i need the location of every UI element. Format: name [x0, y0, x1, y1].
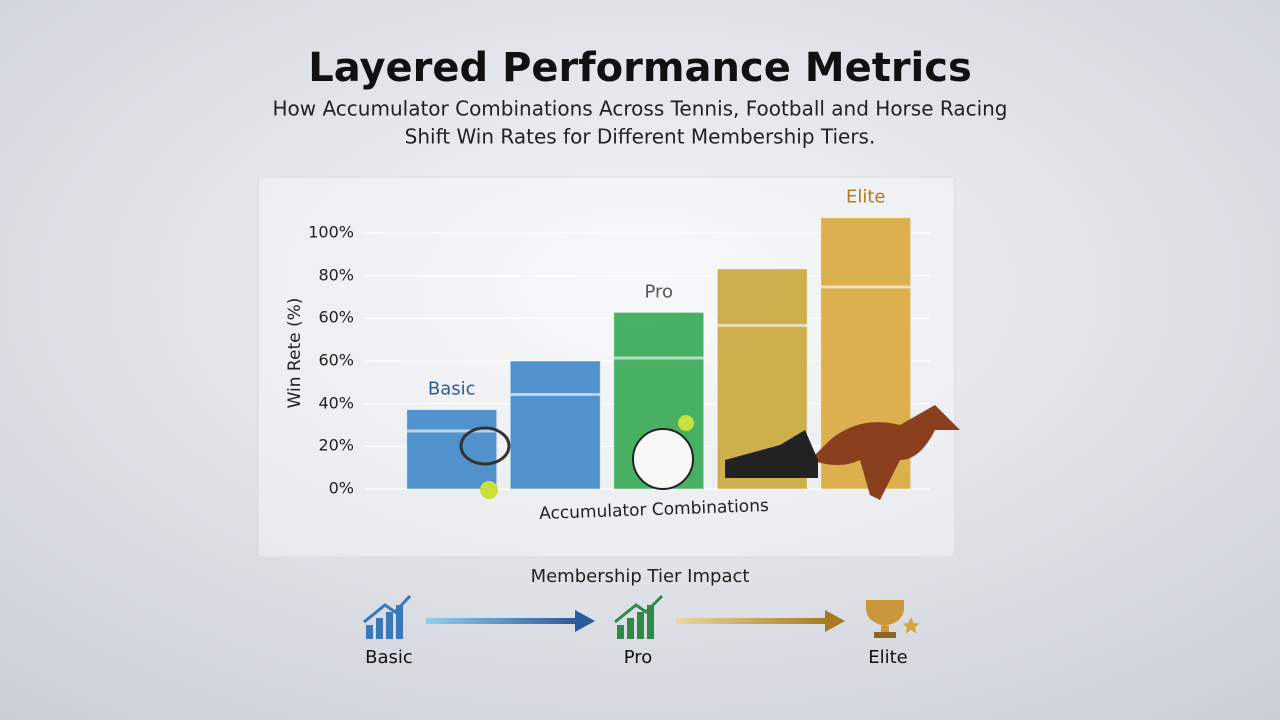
flow-step: Elite [868, 647, 908, 668]
bar-annotation: Basic [428, 379, 476, 400]
y-tick-label: 60% [318, 308, 354, 327]
flow-arrow [426, 618, 576, 624]
bar-glow [717, 323, 808, 327]
flow-arrow-head [825, 610, 845, 632]
bar [509, 360, 601, 490]
bar-glow [613, 356, 704, 360]
tennis-ball [480, 481, 498, 499]
bar-glow [820, 285, 911, 289]
basic-icon [363, 594, 412, 639]
soccer-ball [632, 428, 694, 490]
tennis-ball [678, 415, 694, 431]
bar-glow [406, 429, 497, 433]
bar-annotation: Pro [644, 281, 673, 302]
chart-subtitle: Shift Win Rates for Different Membership… [405, 125, 876, 149]
football-boot [725, 430, 818, 478]
pro-icon [614, 594, 664, 639]
flow-step: Basic [365, 647, 413, 668]
bar-glow [510, 393, 601, 396]
chart-subtitle: How Accumulator Combinations Across Tenn… [272, 97, 1007, 121]
y-axis-label: Win Rete (%) [285, 298, 305, 409]
y-tick-label: 0% [329, 479, 354, 498]
y-tick-label: 40% [318, 393, 354, 412]
y-tick-label: 80% [318, 265, 354, 284]
y-tick-label: 60% [318, 351, 354, 370]
tennis-racket [459, 426, 511, 466]
flow-arrow-head [575, 610, 595, 632]
y-tick-label: 20% [318, 436, 354, 455]
elite-icon [866, 600, 920, 638]
horse [810, 405, 960, 500]
chart-title: Layered Performance Metrics [308, 45, 972, 91]
bar [406, 409, 498, 490]
flow-arrow [676, 618, 826, 624]
flow-title: Membership Tier Impact [531, 566, 750, 587]
bar-annotation: Elite [846, 187, 886, 208]
y-tick-label: 100% [308, 223, 354, 242]
flow-step: Pro [624, 647, 653, 668]
